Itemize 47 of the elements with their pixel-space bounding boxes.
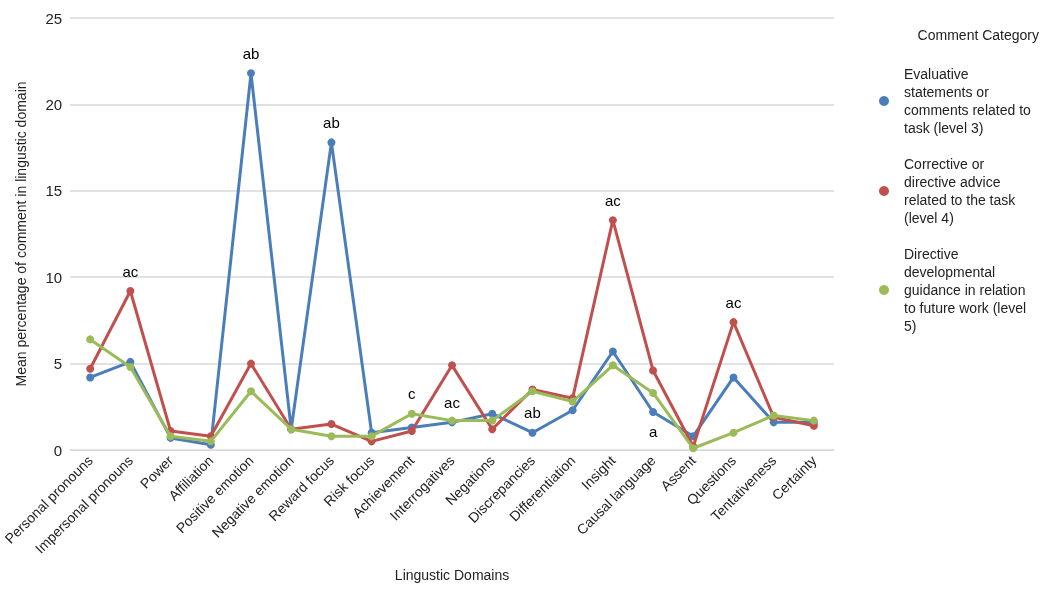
point [568,406,577,415]
y-tick-label: 5 [53,355,63,373]
annotation: ac [122,262,139,280]
annotation: ac [444,393,461,411]
legend-label: Evaluative statements or comments related to task (level 3) [904,66,1035,136]
point [327,420,336,429]
point [327,138,336,147]
annotation: ac [725,293,742,311]
point [247,359,255,368]
y-tick-label: 15 [45,182,63,200]
point [367,432,376,441]
annotation: ab [323,113,340,131]
point [247,387,255,396]
point [407,409,416,418]
point [729,373,738,382]
annotation: ab [524,404,541,422]
point [327,432,336,441]
point [608,361,617,370]
point [649,366,658,375]
legend-title: Comment Category [917,27,1040,43]
x-axis-title: Lingustic Domains [394,567,510,583]
point [528,428,537,437]
annotation: a [648,423,658,441]
point [448,361,457,370]
point [608,216,617,225]
legend-label: Corrective or directive advice related to the task (level 4) [904,156,1020,226]
point [86,373,95,382]
annotation: c [408,385,417,403]
point [247,69,255,78]
point [488,416,497,425]
point [729,428,738,437]
point [488,409,497,418]
point [86,364,95,373]
legend-label: Directive developmental guidance in relation to future work (level 5) [904,246,1031,334]
y-axis-title: Mean percentage of comment in lingustic domain [13,81,30,387]
y-tick-label: 10 [45,268,63,286]
y-tick-label: 0 [53,441,63,459]
y-tick-label: 20 [45,95,63,113]
point [126,363,135,372]
point [608,347,617,356]
point [649,388,658,397]
annotation: ab [242,44,260,62]
point [649,407,658,416]
y-tick-label: 25 [45,9,63,27]
point [488,425,497,434]
annotation: ac [604,191,622,209]
point [86,335,95,344]
